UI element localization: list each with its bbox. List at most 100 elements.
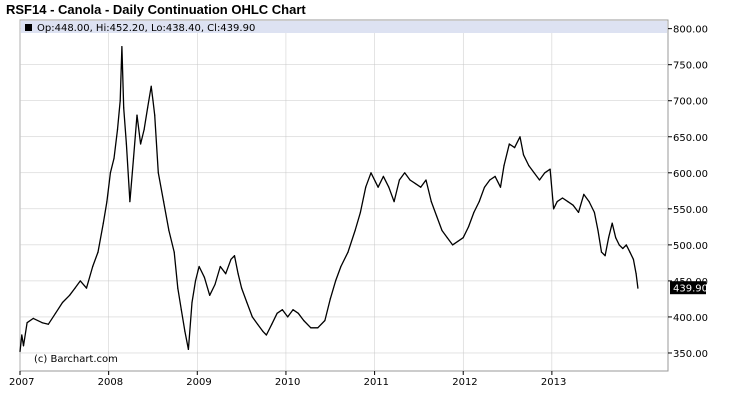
price-point xyxy=(588,201,590,203)
price-point xyxy=(593,211,596,213)
price-point xyxy=(157,172,159,174)
price-point xyxy=(478,201,480,203)
price-point xyxy=(600,251,603,253)
price-point xyxy=(556,201,558,203)
price-point xyxy=(398,179,400,181)
chart-title: RSF14 - Canola - Daily Continuation OHLC… xyxy=(6,2,306,17)
y-tick-label: 600.00 xyxy=(673,169,708,180)
x-tick-label: 2013 xyxy=(541,377,566,388)
price-point xyxy=(180,309,182,311)
price-point xyxy=(514,147,516,149)
price-point xyxy=(572,204,574,206)
price-point xyxy=(457,240,459,242)
price-point xyxy=(163,201,165,203)
y-tick-label: 800.00 xyxy=(673,25,708,36)
price-point xyxy=(503,165,505,167)
legend-swatch xyxy=(25,24,32,31)
price-point xyxy=(237,273,239,275)
x-tick-label: 2009 xyxy=(186,377,211,388)
price-point xyxy=(152,100,154,102)
price-point xyxy=(359,211,361,213)
price-point xyxy=(281,309,283,311)
y-tick-label: 750.00 xyxy=(673,61,708,72)
price-point xyxy=(203,276,205,278)
price-point xyxy=(121,46,123,48)
price-point xyxy=(425,179,427,181)
y-tick-label: 500.00 xyxy=(673,241,708,252)
price-point xyxy=(119,100,121,102)
price-point xyxy=(187,348,189,350)
price-point xyxy=(74,287,76,289)
price-point xyxy=(225,273,227,275)
last-price-label: 439.90 xyxy=(673,284,708,295)
price-point xyxy=(414,183,416,185)
price-point xyxy=(347,251,349,253)
price-point xyxy=(194,280,197,282)
price-point xyxy=(147,107,149,109)
price-point xyxy=(528,165,530,167)
price-point xyxy=(177,287,179,289)
price-point xyxy=(154,114,156,116)
price-point xyxy=(230,258,232,260)
price-point xyxy=(271,323,273,325)
price-point xyxy=(129,201,131,203)
price-point xyxy=(143,129,145,131)
price-point xyxy=(567,201,569,203)
price-point xyxy=(335,280,337,282)
price-point xyxy=(522,154,525,156)
price-point xyxy=(622,247,624,250)
price-point xyxy=(499,186,502,188)
price-point xyxy=(233,255,236,257)
price-point xyxy=(97,251,99,253)
price-point xyxy=(136,114,138,116)
price-point xyxy=(41,322,43,324)
price-point xyxy=(489,179,491,181)
price-point xyxy=(608,237,610,239)
price-point xyxy=(508,143,510,145)
y-tick-label: 650.00 xyxy=(673,133,708,144)
price-point xyxy=(494,175,496,177)
price-point xyxy=(483,186,486,188)
price-point xyxy=(538,179,541,181)
price-point xyxy=(214,283,216,286)
price-point xyxy=(597,229,599,232)
price-point xyxy=(61,301,64,304)
price-point xyxy=(430,201,432,203)
price-point xyxy=(251,316,253,318)
price-point xyxy=(625,244,627,246)
price-point xyxy=(191,301,193,304)
price-point xyxy=(257,323,259,325)
price-point xyxy=(102,222,104,224)
price-point xyxy=(420,186,422,188)
y-axis: 350.00400.00450.00500.00550.00600.00650.… xyxy=(668,25,708,360)
price-point xyxy=(561,197,564,199)
x-axis: 2007 2008 2009 2010 2011 2012 2013 xyxy=(9,371,566,388)
price-point xyxy=(409,179,411,181)
price-point xyxy=(404,172,406,174)
price-point xyxy=(462,237,464,239)
price-point xyxy=(604,255,606,257)
x-tick-label: 2011 xyxy=(364,377,389,388)
price-point xyxy=(329,298,331,300)
x-tick-label: 2010 xyxy=(275,377,300,388)
price-point xyxy=(452,244,454,246)
copyright-text: (c) Barchart.com xyxy=(34,354,118,365)
price-point xyxy=(47,323,50,325)
price-point xyxy=(577,211,580,213)
price-point xyxy=(19,350,21,353)
price-point xyxy=(22,345,25,347)
last-price-box xyxy=(670,281,706,295)
price-point xyxy=(26,322,28,324)
legend-band xyxy=(21,21,667,33)
price-point xyxy=(377,186,379,188)
price-point xyxy=(219,265,221,268)
price-point xyxy=(168,229,170,232)
price-point xyxy=(69,294,71,296)
price-point xyxy=(382,175,384,177)
price-point xyxy=(553,208,555,210)
price-point xyxy=(54,312,57,314)
price-point xyxy=(209,294,211,296)
plot-frame xyxy=(19,19,669,372)
price-point xyxy=(629,251,631,253)
